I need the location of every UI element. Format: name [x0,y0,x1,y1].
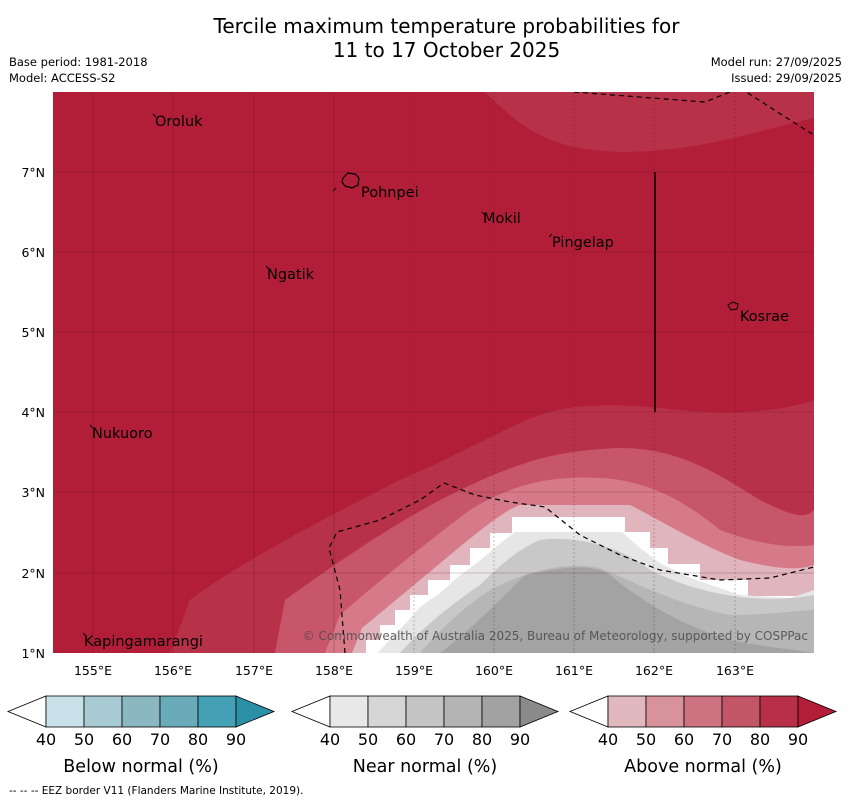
lat-label: 2°N [21,566,45,581]
lon-label: 160°E [475,663,513,678]
colorbar-cell [329,695,369,728]
colorbar-tick-label: 40 [320,730,340,749]
colorbar-cell [683,695,723,728]
lon-label: 158°E [315,663,353,678]
lon-label: 159°E [395,663,433,678]
model-run: Model run: 27/09/2025 [710,55,842,69]
place-ngatik: Ngatik [267,267,315,283]
lat-label: 5°N [21,325,45,340]
colorbar-tick-label: 60 [112,730,132,749]
colorbar-cell [405,695,445,728]
nukuoro-mark [89,424,94,429]
place-pohnpei: Pohnpei [361,185,419,201]
lon-label: 156°E [154,663,192,678]
colorbar-cell [721,695,761,728]
colorbar-low-triangle [568,695,609,728]
colorbar-caption: Near normal (%) [353,757,498,777]
place-kosrae: Kosrae [740,309,789,325]
lon-label: 163°E [716,663,754,678]
ngatik-mark [265,265,270,270]
place-mokil: Mokil [483,211,521,227]
pohnpei-island-shape [341,172,360,189]
graticule [53,92,814,653]
colorbar-legends: 40 50 60 70 80 90 Below normal (%) 40 50 60 70 80 90… [6,695,838,777]
colorbar-tick-label: 90 [788,730,808,749]
colorbar-caption: Below normal (%) [63,757,218,777]
kapinga-mark [82,632,87,637]
colorbar-cell [197,695,237,728]
place-kapingamarangi: Kapingamarangi [84,634,203,650]
lat-label: 7°N [21,165,45,180]
colorbar-tick-label: 50 [636,730,656,749]
pingelap-mark [548,233,553,238]
lat-label: 4°N [21,405,45,420]
colorbar-tick-label: 80 [472,730,492,749]
colorbar-cell [481,695,521,728]
place-oroluk: Oroluk [155,114,203,130]
colorbar-high-triangle [519,695,560,728]
eez-footnote: -- -- -- EEZ border V11 (Flanders Marine… [9,785,304,797]
colorbar-tick-label: 50 [358,730,378,749]
meta-right: Model run: 27/09/2025 Issued: 29/09/2025 [711,54,842,86]
ant-atoll-mark [332,187,337,192]
colorbar-cell [759,695,799,728]
colorbar-low-triangle [6,695,47,728]
lat-axis: 1°N 2°N 3°N 4°N 5°N 6°N 7°N [21,165,45,661]
base-period: Base period: 1981-2018 [9,55,148,69]
copyright-notice: © Commonwealth of Australia 2025, Bureau… [303,629,808,643]
eez-border [328,92,814,653]
lon-label: 161°E [555,663,593,678]
place-pingelap: Pingelap [552,235,614,251]
colorbar-tick-label: 90 [510,730,530,749]
title-line-2: 11 to 17 October 2025 [332,38,561,62]
colorbar-tick-label: 90 [226,730,246,749]
colorbar-tick-label: 70 [712,730,732,749]
oroluk-mark [152,113,157,118]
colorbar-tick-label: 70 [150,730,170,749]
colorbar-cell [367,695,407,728]
model-name: Model: ACCESS-S2 [9,71,116,85]
colorbar-cell [645,695,685,728]
colorbar-high-triangle [235,695,276,728]
colorbar-cell [83,695,123,728]
colorbar-cell [443,695,483,728]
colorbar-high-triangle [797,695,838,728]
lat-label: 3°N [21,485,45,500]
colorbar-tick-label: 40 [36,730,56,749]
colorbar-2: 40 50 60 70 80 90 Above normal (%) [568,695,838,777]
colorbar-tick-label: 40 [598,730,618,749]
prob-region-above-80-top [485,92,814,152]
colorbar-cell [45,695,85,728]
colorbar-tick-label: 70 [434,730,454,749]
lon-label: 162°E [635,663,673,678]
place-nukuoro: Nukuoro [92,426,153,442]
colorbar-tick-label: 60 [396,730,416,749]
map-title: Tercile maximum temperature probabilitie… [0,14,850,62]
kosrae-island-shape [727,301,739,311]
prob-region-near-80 [440,567,814,653]
map-plot-area: Oroluk Pohnpei Mokil Pingelap Ngatik Kos… [53,92,814,653]
colorbar-tick-label: 80 [750,730,770,749]
lon-label: 155°E [74,663,112,678]
colorbar-tick-label: 50 [74,730,94,749]
colorbar-cell [607,695,647,728]
title-line-1: Tercile maximum temperature probabilitie… [213,14,680,38]
colorbar-cell [159,695,199,728]
colorbar-cell [121,695,161,728]
colorbar-tick-label: 80 [188,730,208,749]
lon-label: 157°E [235,663,273,678]
meta-left: Base period: 1981-2018 Model: ACCESS-S2 [9,54,148,86]
lat-label: 1°N [21,646,45,661]
colorbar-1: 40 50 60 70 80 90 Near normal (%) [290,695,560,777]
colorbar-caption: Above normal (%) [624,757,782,777]
lat-label: 6°N [21,245,45,260]
colorbar-0: 40 50 60 70 80 90 Below normal (%) [6,695,276,777]
colorbar-tick-label: 60 [674,730,694,749]
lon-axis: 155°E 156°E 157°E 158°E 159°E 160°E 161°… [74,663,754,678]
issued-date: Issued: 29/09/2025 [731,71,842,85]
colorbar-low-triangle [290,695,331,728]
mokil-mark [481,211,486,216]
